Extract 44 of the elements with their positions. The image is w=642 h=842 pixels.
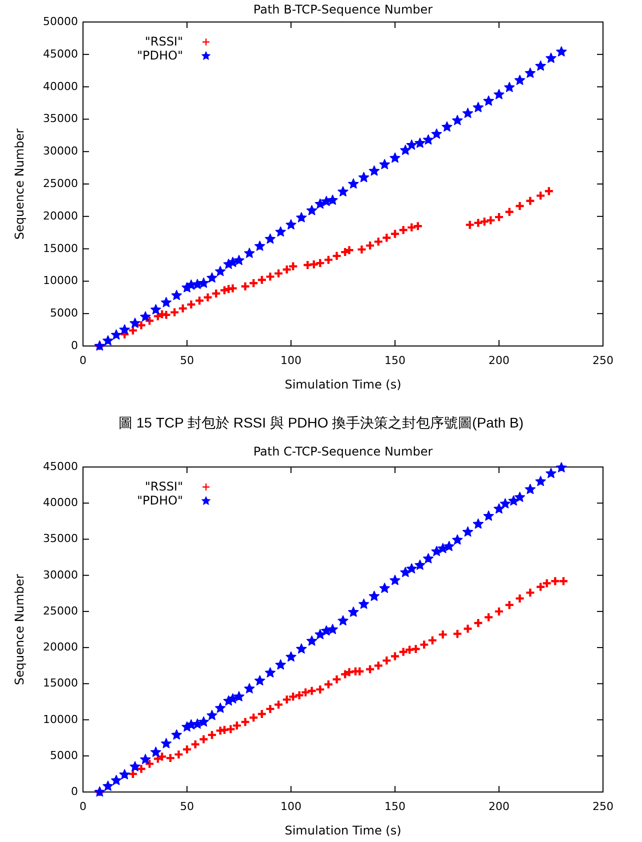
y-tick-label: 40000 xyxy=(43,80,78,93)
y-tick-label: 45000 xyxy=(43,47,78,60)
y-tick-label: 0 xyxy=(71,339,78,352)
y-tick-label: 35000 xyxy=(43,112,78,126)
y-tick-label: 30000 xyxy=(43,568,78,582)
y-tick-label: 0 xyxy=(71,785,78,798)
y-tick-label: 40000 xyxy=(43,496,78,510)
x-tick-label: 250 xyxy=(592,354,614,368)
y-tick-label: 20000 xyxy=(43,640,78,654)
y-tick-label: 15000 xyxy=(43,242,78,255)
x-tick-label: 0 xyxy=(80,354,86,368)
y-tick-label: 5000 xyxy=(50,748,78,762)
x-tick-label: 200 xyxy=(488,800,510,814)
legend-label: "RSSI" xyxy=(144,34,183,48)
y-tick-label: 25000 xyxy=(43,604,78,618)
legend-label: "RSSI" xyxy=(144,479,183,494)
legend-label: "PDHO" xyxy=(137,493,183,508)
title: Path B-TCP-Sequence Number xyxy=(253,2,433,16)
y-tick-label: 30000 xyxy=(43,144,78,158)
y-axis-title: Sequence Number xyxy=(12,128,26,240)
x-tick-label: 50 xyxy=(180,800,194,814)
y-tick-label: 10000 xyxy=(43,274,78,288)
x-tick-label: 100 xyxy=(280,800,302,814)
y-tick-label: 5000 xyxy=(50,306,78,320)
caption: 圖 15 TCP 封包於 RSSI 與 PDHO 換手決策之封包序號圖(Path B) xyxy=(118,414,524,431)
y-tick-label: 15000 xyxy=(43,676,78,690)
legend-label: "PDHO" xyxy=(137,48,183,62)
y-tick-label: 45000 xyxy=(43,460,78,474)
x-axis-title: Simulation Time (s) xyxy=(284,377,402,392)
y-tick-label: 50000 xyxy=(43,15,78,28)
x-axis-title: Simulation Time (s) xyxy=(284,823,402,838)
x-tick-label: 200 xyxy=(488,354,510,368)
x-tick-label: 150 xyxy=(384,354,406,368)
x-tick-label: 250 xyxy=(592,800,614,814)
x-tick-label: 50 xyxy=(180,354,194,368)
y-tick-label: 10000 xyxy=(43,712,78,726)
title: Path C-TCP-Sequence Number xyxy=(253,444,433,458)
y-tick-label: 20000 xyxy=(43,209,78,222)
x-tick-label: 150 xyxy=(384,800,406,814)
y-tick-label: 25000 xyxy=(43,177,78,190)
x-tick-label: 100 xyxy=(280,354,302,368)
y-axis-title: Sequence Number xyxy=(12,574,26,686)
x-tick-label: 0 xyxy=(80,800,86,814)
y-tick-label: 35000 xyxy=(43,532,78,546)
